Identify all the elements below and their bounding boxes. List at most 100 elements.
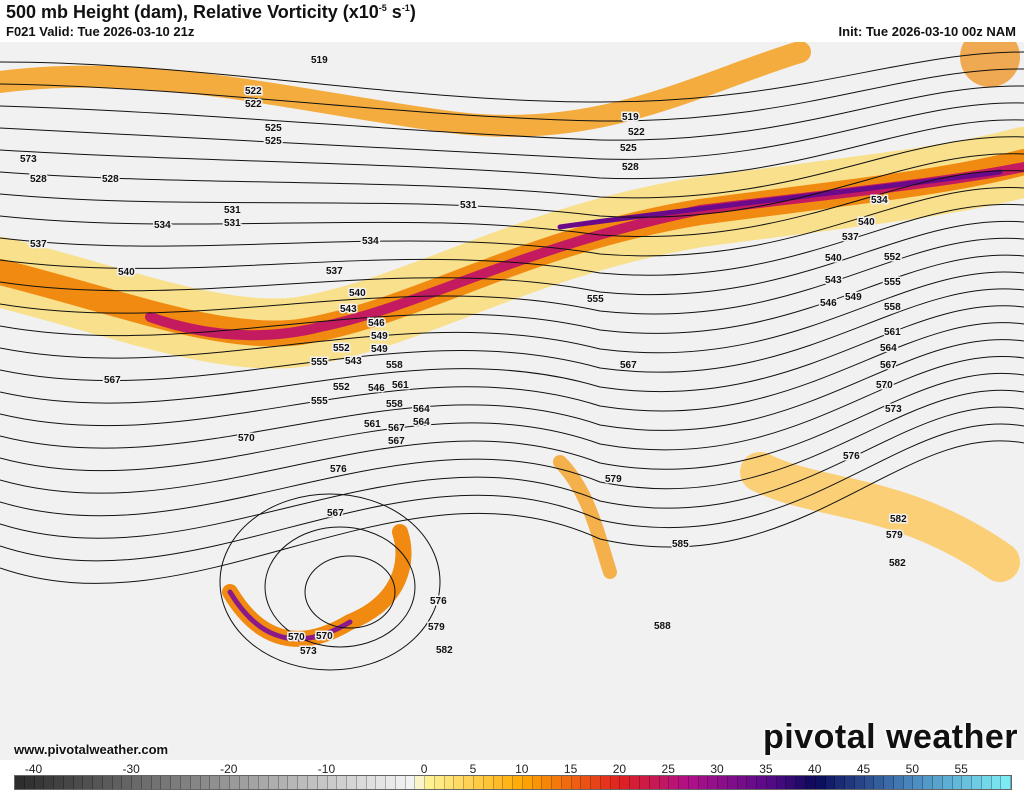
colorbar-cell bbox=[141, 776, 152, 789]
colorbar-cell bbox=[991, 776, 1002, 789]
contour-label: 570 bbox=[876, 380, 893, 391]
colorbar-cell bbox=[229, 776, 240, 789]
colorbar-cell bbox=[757, 776, 767, 789]
colorbar-cell bbox=[893, 776, 904, 789]
colorbar-tick: 20 bbox=[612, 762, 627, 776]
colorbar-cell bbox=[44, 776, 55, 789]
contour-label: 561 bbox=[392, 380, 409, 391]
title-unit: s bbox=[386, 2, 402, 22]
contour-label: 567 bbox=[388, 423, 405, 434]
colorbar-cell bbox=[73, 776, 84, 789]
colorbar-cell bbox=[591, 776, 601, 789]
colorbar-cell bbox=[845, 776, 855, 789]
colorbar-cell bbox=[815, 776, 826, 789]
colorbar-cell bbox=[327, 776, 338, 789]
contour-label: 558 bbox=[386, 399, 403, 410]
colorbar-cell bbox=[405, 776, 416, 789]
contour-label: 567 bbox=[880, 360, 897, 371]
contour-label: 543 bbox=[825, 275, 842, 286]
contour-label: 540 bbox=[825, 253, 842, 264]
title-text: 500 mb Height (dam), Relative Vorticity … bbox=[6, 2, 379, 22]
contour-label: 534 bbox=[154, 220, 171, 231]
contour-label: 519 bbox=[622, 112, 639, 123]
colorbar-cell bbox=[640, 776, 650, 789]
colorbar-tick: -30 bbox=[122, 762, 140, 776]
contour-label: 543 bbox=[345, 356, 362, 367]
colorbar-cell bbox=[434, 776, 445, 789]
colorbar-cell bbox=[776, 776, 787, 789]
valid-time: F021 Valid: Tue 2026-03-10 21z bbox=[6, 24, 195, 39]
contour-label: 582 bbox=[436, 645, 453, 656]
contour-label: 519 bbox=[311, 55, 328, 66]
height-contour-line bbox=[0, 85, 1024, 141]
pivotal-weather-logo: pivotal weather bbox=[762, 718, 1018, 756]
colorbar-cell bbox=[923, 776, 933, 789]
contour-label: 558 bbox=[386, 360, 403, 371]
colorbar-cell bbox=[473, 776, 484, 789]
colorbar-cell bbox=[864, 776, 875, 789]
contour-label: 552 bbox=[884, 252, 901, 263]
contour-label: 567 bbox=[327, 508, 344, 519]
colorbar-cell bbox=[415, 776, 426, 789]
website-url[interactable]: www.pivotalweather.com bbox=[14, 742, 169, 757]
colorbar-cell bbox=[317, 776, 328, 789]
colorbar-cell bbox=[698, 776, 709, 789]
colorbar-cell bbox=[63, 776, 74, 789]
contour-label: 537 bbox=[842, 232, 859, 243]
title-unit-exponent: -1 bbox=[401, 3, 410, 13]
colorbar-cell bbox=[1001, 776, 1012, 789]
contour-label: 549 bbox=[371, 331, 388, 342]
contour-label: 570 bbox=[238, 433, 255, 444]
height-contour-line bbox=[0, 119, 1024, 180]
height-contour-line bbox=[0, 68, 1024, 122]
colorbar-cell bbox=[981, 776, 992, 789]
height-contour-line bbox=[0, 389, 1024, 517]
contour-label: 564 bbox=[880, 343, 897, 354]
height-contour-line bbox=[0, 153, 1024, 218]
colorbar-cell bbox=[522, 776, 533, 789]
colorbar-tick: -40 bbox=[24, 762, 43, 776]
colorbar-cell bbox=[239, 776, 250, 789]
height-contour-line bbox=[0, 356, 1024, 472]
height-contour-line bbox=[0, 136, 1024, 199]
height-contour-line bbox=[0, 305, 1024, 404]
contour-label: 576 bbox=[330, 464, 347, 475]
contour-label: 540 bbox=[118, 267, 135, 278]
colorbar-tick: 35 bbox=[759, 762, 773, 776]
contour-label: 579 bbox=[886, 530, 903, 541]
contour-label: 546 bbox=[820, 298, 837, 309]
contour-label: 525 bbox=[620, 143, 637, 154]
contour-label: 531 bbox=[460, 200, 477, 211]
colorbar-cell bbox=[288, 776, 299, 789]
height-contour-line bbox=[0, 186, 1024, 257]
contour-label: 561 bbox=[884, 327, 901, 338]
contour-label: 567 bbox=[104, 375, 121, 386]
colorbar-cell bbox=[659, 776, 670, 789]
colorbar-tick: 0 bbox=[420, 762, 428, 776]
contour-label: 534 bbox=[362, 236, 379, 247]
colorbar-cell bbox=[190, 776, 201, 789]
contour-label: 573 bbox=[885, 404, 902, 415]
height-contour-line bbox=[0, 423, 1024, 562]
colorbar-cell bbox=[210, 776, 221, 789]
contour-label: 576 bbox=[843, 451, 860, 462]
height-contour-line bbox=[0, 339, 1024, 449]
colorbar-cell bbox=[532, 776, 543, 789]
colorbar-cell bbox=[181, 776, 191, 789]
colorbar-cell bbox=[93, 776, 103, 789]
colorbar-cell bbox=[151, 776, 162, 789]
colorbar-cell bbox=[15, 776, 25, 789]
colorbar-tick: 50 bbox=[905, 762, 920, 776]
colorbar-cell bbox=[727, 776, 738, 789]
colorbar-cell bbox=[347, 776, 357, 789]
colorbar-cell bbox=[571, 776, 582, 789]
colorbar-cell bbox=[54, 776, 64, 789]
colorbar-cell bbox=[444, 776, 455, 789]
contour-label: 528 bbox=[30, 174, 47, 185]
colorbar-cell bbox=[395, 776, 406, 789]
colorbar-tick: -10 bbox=[317, 762, 336, 776]
colorbar-cell bbox=[503, 776, 514, 789]
colorbar-cell bbox=[835, 776, 846, 789]
